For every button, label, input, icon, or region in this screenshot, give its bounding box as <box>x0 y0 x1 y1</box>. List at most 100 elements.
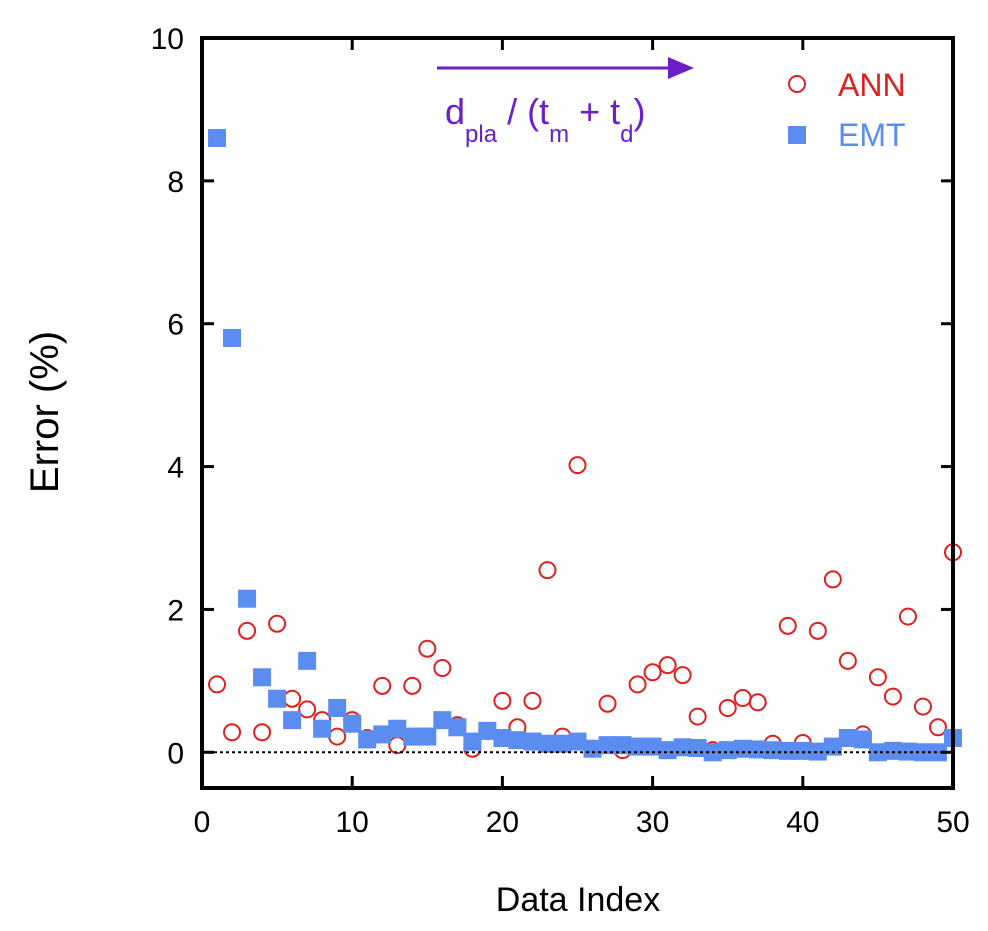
y-tick-label: 4 <box>167 452 184 485</box>
legend: ANN EMT <box>788 67 906 153</box>
emt-point <box>493 729 512 747</box>
ann-point <box>223 723 242 742</box>
ann-point <box>388 736 407 755</box>
emt-point <box>838 729 857 747</box>
ann-point <box>823 570 842 589</box>
ann-point <box>928 718 947 737</box>
ann-point <box>538 561 557 580</box>
annotation-text: dpla / (tm + td) <box>445 91 645 148</box>
ann-point <box>568 456 587 475</box>
y-tick-label: 8 <box>167 166 184 199</box>
emt-point <box>418 727 437 746</box>
emt-point <box>208 129 227 147</box>
emt-point <box>613 736 632 755</box>
emt-point <box>808 742 827 761</box>
x-tick-label: 40 <box>786 806 819 839</box>
emt-point <box>598 736 617 755</box>
ann-point <box>493 691 512 710</box>
x-tick-label: 20 <box>486 806 519 839</box>
ann-point <box>418 639 437 658</box>
ann-point <box>403 676 422 695</box>
ann-point <box>673 666 692 685</box>
y-tick-label: 10 <box>151 23 184 56</box>
legend-emt-marker <box>788 126 806 144</box>
ann-point <box>778 616 797 635</box>
ann-point <box>718 699 737 717</box>
ann-point <box>838 651 857 670</box>
y-tick-label: 6 <box>167 309 184 342</box>
legend-emt-label: EMT <box>838 117 906 153</box>
emt-point <box>553 734 572 753</box>
ann-point <box>898 607 917 626</box>
ann-point <box>208 675 227 694</box>
ann-point <box>913 697 932 716</box>
emt-point <box>853 730 872 749</box>
emt-point <box>778 741 797 760</box>
emt-point <box>343 714 362 733</box>
emt-point <box>523 732 542 751</box>
ann-point <box>643 663 662 682</box>
x-tick-label: 0 <box>194 806 211 839</box>
emt-point <box>223 329 242 347</box>
plot-frame <box>200 36 955 790</box>
emt-point <box>388 719 407 738</box>
emt-point <box>268 689 287 708</box>
legend-ann-marker <box>788 75 806 93</box>
emt-point <box>253 668 272 687</box>
y-tick-label: 0 <box>167 737 184 770</box>
emt-point <box>328 699 347 717</box>
emt-point <box>718 741 737 760</box>
legend-ann-label: ANN <box>838 67 906 103</box>
emt-point <box>568 732 587 751</box>
ann-point <box>658 656 677 675</box>
ann-point <box>733 689 752 707</box>
emt-point <box>403 727 422 746</box>
ann-point <box>523 691 542 710</box>
ann-point <box>598 694 617 713</box>
emt-point <box>823 737 842 756</box>
ann-point <box>883 687 902 706</box>
y-axis-title: Error (%) <box>23 331 67 493</box>
emt-point <box>868 743 887 762</box>
emt-point <box>448 718 467 737</box>
emt-point <box>643 737 662 756</box>
ann-point <box>253 723 272 742</box>
emt-point <box>238 589 257 608</box>
y-tick-label: 2 <box>167 594 184 627</box>
ann-point <box>283 689 302 708</box>
emt-point <box>538 734 557 753</box>
emt-point <box>358 730 377 749</box>
ann-point <box>433 659 452 677</box>
emt-point <box>763 741 782 760</box>
ann-point <box>268 614 287 633</box>
emt-point <box>748 740 767 759</box>
ratio-annotation: dpla / (tm + td) <box>437 57 694 148</box>
ann-point <box>868 668 887 687</box>
annotation-arrow-head <box>668 57 694 79</box>
ann-point <box>628 675 647 694</box>
ann-point <box>808 621 827 640</box>
ann-point <box>298 700 317 719</box>
emt-point <box>793 741 812 760</box>
axis-ticks: 0 10 20 30 40 50 0 2 4 6 8 10 <box>151 23 970 839</box>
x-tick-label: 30 <box>636 806 669 839</box>
emt-point <box>628 737 647 756</box>
emt-point <box>283 711 302 730</box>
ann-point <box>328 727 347 746</box>
x-axis-title: Data Index <box>496 881 660 919</box>
ann-point <box>238 621 257 640</box>
emt-point <box>298 651 317 670</box>
emt-point <box>928 743 947 762</box>
emt-point <box>898 742 917 761</box>
plot-marks <box>208 129 962 762</box>
ann-point <box>748 693 767 712</box>
x-tick-label: 50 <box>936 806 969 839</box>
emt-point <box>463 732 482 751</box>
emt-point <box>373 725 392 744</box>
emt-point <box>313 719 332 738</box>
emt-point <box>883 741 902 760</box>
emt-point <box>508 731 527 750</box>
emt-point <box>478 721 497 740</box>
ann-point <box>688 707 707 726</box>
